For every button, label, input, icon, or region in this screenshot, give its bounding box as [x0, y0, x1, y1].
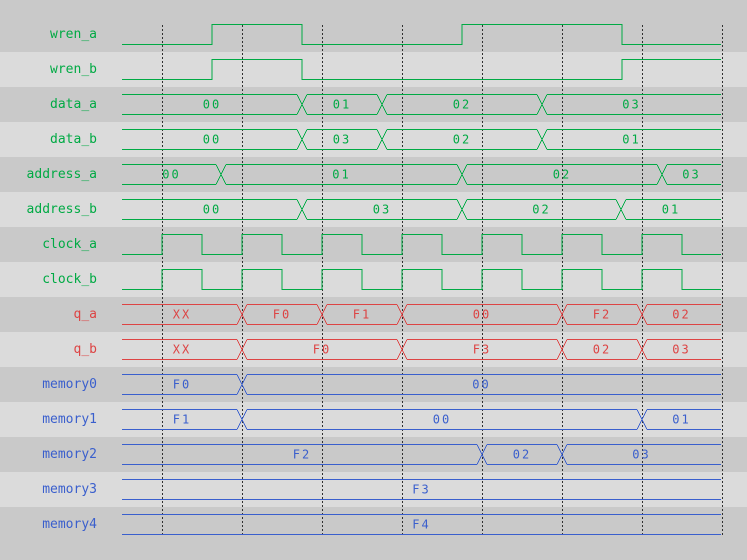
signal-label-address_a[interactable]: address_a [26, 167, 97, 182]
signal-row-data_b: data_b 00 03 02 01 [0, 122, 747, 157]
bus-value: F3 [473, 343, 491, 357]
bus-value: XX [173, 308, 191, 322]
bus-value: 02 [553, 168, 571, 182]
signal-row-memory2: memory2 F2 02 03 [0, 437, 747, 472]
bus-value: XX [173, 343, 191, 357]
bus-value: 01 [662, 203, 680, 217]
wave-memory2[interactable]: F2 02 03 [110, 437, 747, 472]
signal-row-clock_a: clock_a [0, 227, 747, 262]
signal-label-memory2[interactable]: memory2 [42, 447, 97, 462]
signal-row-wren_a: wren_a [0, 17, 747, 52]
bus-value: 02 [532, 203, 550, 217]
bus-value: 00 [162, 168, 180, 182]
signal-label-q_b[interactable]: q_b [73, 342, 97, 357]
signal-row-q_b: q_b XX F0 F3 02 03 [0, 332, 747, 367]
bus-value: F0 [173, 378, 191, 392]
signal-row-address_b: address_b 00 03 02 01 [0, 192, 747, 227]
bus-value: 01 [672, 413, 690, 427]
bus-value: 00 [473, 308, 491, 322]
bus-value: 01 [333, 98, 351, 112]
wave-memory0[interactable]: F0 00 [110, 367, 747, 402]
wave-wren_b[interactable] [110, 52, 747, 87]
bus-value: 02 [593, 343, 611, 357]
wave-memory4[interactable]: F4 [110, 507, 747, 542]
wave-data_a[interactable]: 00 01 02 03 [110, 87, 747, 122]
signal-row-memory4: memory4 F4 [0, 507, 747, 542]
signal-label-wren_a[interactable]: wren_a [50, 27, 97, 42]
signal-row-memory3: memory3 F3 [0, 472, 747, 507]
wave-clock_b[interactable] [110, 262, 747, 297]
wave-address_b[interactable]: 00 03 02 01 [110, 192, 747, 227]
bus-value: F3 [412, 483, 430, 497]
signal-label-memory1[interactable]: memory1 [42, 412, 97, 427]
bus-value: 01 [622, 133, 640, 147]
bus-value: F2 [293, 448, 311, 462]
bus-value: F4 [412, 518, 430, 532]
signal-label-wren_b[interactable]: wren_b [50, 62, 97, 77]
signal-label-memory0[interactable]: memory0 [42, 377, 97, 392]
bus-value: 00 [472, 378, 490, 392]
bus-value: 03 [672, 343, 690, 357]
signal-row-data_a: data_a 00 01 02 03 [0, 87, 747, 122]
wave-data_b[interactable]: 00 03 02 01 [110, 122, 747, 157]
row-bands [0, 17, 747, 542]
wave-memory3[interactable]: F3 [110, 472, 747, 507]
bus-value: F0 [273, 308, 291, 322]
signal-label-data_b[interactable]: data_b [50, 132, 97, 147]
signal-row-clock_b: clock_b [0, 262, 747, 297]
bus-value: 03 [373, 203, 391, 217]
signal-label-q_a[interactable]: q_a [73, 307, 97, 322]
bus-value: F1 [353, 308, 371, 322]
bus-value: 02 [453, 133, 471, 147]
bus-value: 00 [203, 203, 221, 217]
wave-clock_a[interactable] [110, 227, 747, 262]
bus-value: 00 [433, 413, 451, 427]
signal-label-clock_a[interactable]: clock_a [42, 237, 97, 252]
signal-row-q_a: q_a XX F0 F1 00 F2 02 [0, 297, 747, 332]
bus-value: 02 [453, 98, 471, 112]
signal-label-address_b[interactable]: address_b [26, 202, 97, 217]
wave-q_b[interactable]: XX F0 F3 02 03 [110, 332, 747, 367]
wave-memory1[interactable]: F1 00 01 [110, 402, 747, 437]
wave-address_a[interactable]: 00 01 02 03 [110, 157, 747, 192]
bus-value: 01 [332, 168, 350, 182]
signal-row-memory1: memory1 F1 00 01 [0, 402, 747, 437]
bus-value: 03 [622, 98, 640, 112]
wave-q_a[interactable]: XX F0 F1 00 F2 02 [110, 297, 747, 332]
wave-wren_a[interactable] [110, 17, 747, 52]
signal-rows: wren_a wren_b data_a 00 01 02 03 data_b 00 0… [0, 17, 747, 542]
bus-value: F1 [173, 413, 191, 427]
bus-value: 02 [513, 448, 531, 462]
signal-row-address_a: address_a 00 01 02 03 [0, 157, 747, 192]
bus-value: 03 [632, 448, 650, 462]
bus-value: F2 [593, 308, 611, 322]
bus-value: 03 [682, 168, 700, 182]
bus-value: 00 [203, 133, 221, 147]
signal-label-clock_b[interactable]: clock_b [42, 272, 97, 287]
signal-label-memory4[interactable]: memory4 [42, 517, 97, 532]
bus-value: 00 [203, 98, 221, 112]
signal-row-memory0: memory0 F0 00 [0, 367, 747, 402]
bus-value: 03 [333, 133, 351, 147]
signal-row-wren_b: wren_b [0, 52, 747, 87]
bus-value: F0 [313, 343, 331, 357]
signal-label-data_a[interactable]: data_a [50, 97, 97, 112]
signal-label-memory3[interactable]: memory3 [42, 482, 97, 497]
bus-value: 02 [672, 308, 690, 322]
